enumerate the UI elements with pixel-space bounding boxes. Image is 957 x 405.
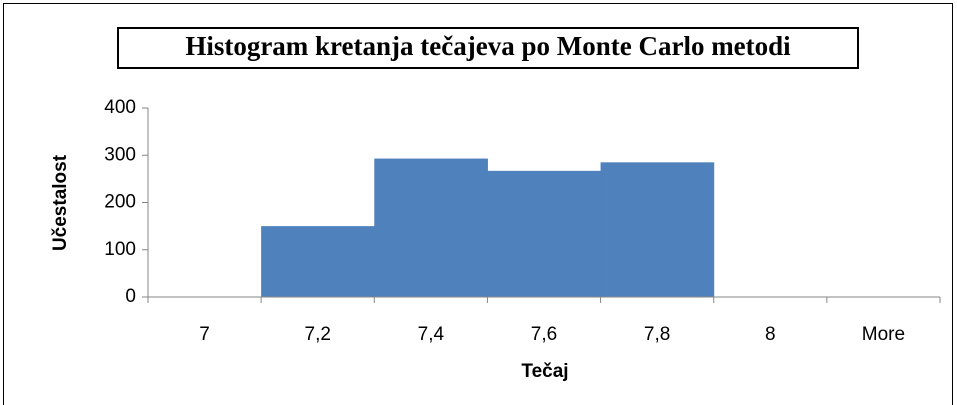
x-tick-label: 7,8	[644, 324, 670, 345]
bar	[487, 170, 602, 297]
chart-title: Histogram kretanja tečajeva po Monte Car…	[185, 31, 791, 61]
x-tick-label: 7	[199, 324, 210, 345]
y-tick-label: 300	[104, 144, 136, 165]
y-tick-label: 0	[125, 286, 136, 307]
x-axis-title: Tečaj	[521, 361, 568, 382]
x-tick-label: More	[862, 324, 905, 345]
x-tick-label: 7,6	[531, 324, 557, 345]
y-tick-label: 100	[104, 239, 136, 260]
y-tick-label: 200	[104, 192, 136, 213]
title-box	[117, 27, 859, 69]
bar	[261, 226, 375, 297]
x-tick-label: 8	[765, 324, 776, 345]
bar	[374, 158, 488, 297]
y-tick-label: 400	[104, 97, 136, 118]
x-tick-label: 7,4	[418, 324, 445, 345]
chart-border	[3, 3, 953, 405]
x-tick-label: 7,2	[305, 324, 331, 345]
bar	[600, 162, 715, 297]
y-axis-title: Učestalost	[50, 154, 71, 251]
